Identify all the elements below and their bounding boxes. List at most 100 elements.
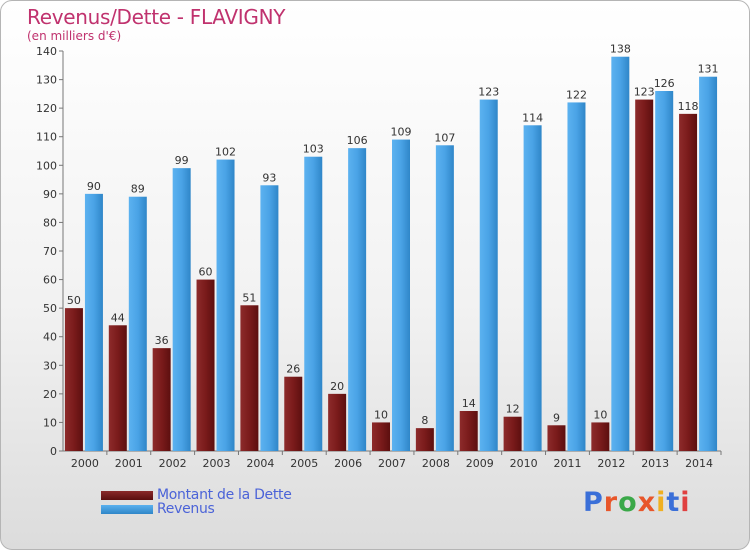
data-label-revenus: 89: [131, 183, 145, 196]
x-tick-label: 2008: [422, 457, 450, 470]
proxiti-logo: Proxiti: [583, 487, 691, 518]
data-label-revenus: 106: [347, 134, 368, 147]
bar-revenus: [84, 193, 103, 451]
bar-revenus: [392, 139, 410, 452]
bar-revenus: [479, 99, 498, 452]
data-label-dette: 36: [155, 334, 169, 347]
bar-dette: [547, 425, 566, 451]
data-label-revenus: 107: [434, 131, 455, 144]
logo-letter: r: [603, 487, 619, 518]
data-label-revenus: 138: [610, 43, 631, 56]
data-label-dette: 10: [593, 408, 607, 421]
bar-revenus: [611, 56, 630, 451]
y-tick-label: 20: [43, 388, 57, 401]
x-tick-label: 2007: [378, 457, 406, 470]
legend-item-revenus: Revenus: [101, 501, 215, 517]
bar-dette: [503, 416, 522, 451]
bar-dette: [240, 305, 259, 451]
data-label-dette: 118: [678, 100, 699, 113]
y-tick-label: 130: [36, 74, 57, 87]
data-label-dette: 8: [421, 414, 428, 427]
x-tick-label: 2002: [159, 457, 187, 470]
data-label-revenus: 131: [698, 63, 719, 76]
x-tick-label: 2010: [510, 457, 538, 470]
bar-revenus: [216, 159, 235, 452]
data-label-dette: 10: [374, 408, 388, 421]
bar-revenus: [348, 148, 367, 451]
data-label-dette: 123: [634, 86, 655, 99]
y-tick-label: 10: [43, 416, 57, 429]
x-tick-label: 2001: [115, 457, 143, 470]
data-label-dette: 12: [506, 403, 520, 416]
x-tick-label: 2013: [641, 457, 669, 470]
logo-letter: x: [637, 487, 657, 518]
bar-revenus: [304, 156, 323, 451]
x-tick-label: 2004: [246, 457, 274, 470]
y-tick-label: 120: [36, 102, 57, 115]
bar-dette: [108, 325, 127, 451]
logo-letter: o: [618, 487, 638, 518]
y-tick-label: 70: [43, 245, 57, 258]
bar-revenus: [435, 145, 454, 452]
bar-revenus: [172, 168, 191, 451]
data-label-revenus: 93: [262, 171, 276, 184]
bar-revenus: [655, 91, 674, 451]
data-label-revenus: 90: [87, 180, 101, 193]
y-tick-label: 110: [36, 131, 57, 144]
data-label-dette: 26: [286, 363, 300, 376]
y-tick-label: 90: [43, 188, 57, 201]
data-label-revenus: 126: [654, 77, 675, 90]
bar-dette: [152, 348, 171, 451]
y-tick-label: 40: [43, 331, 57, 344]
logo-letter: i: [656, 487, 667, 518]
bar-revenus: [567, 102, 586, 451]
bar-dette: [679, 113, 698, 451]
bar-revenus: [128, 196, 147, 451]
bar-dette: [415, 428, 434, 451]
bar-dette: [459, 411, 478, 451]
legend-label-dette: Montant de la Dette: [157, 487, 292, 503]
data-label-revenus: 122: [566, 88, 587, 101]
x-tick-label: 2009: [466, 457, 494, 470]
logo-letter: t: [666, 487, 681, 518]
bar-dette: [635, 99, 654, 452]
data-label-revenus: 114: [522, 111, 543, 124]
y-tick-label: 0: [50, 445, 57, 458]
legend-item-dette: Montant de la Dette: [101, 487, 292, 503]
bar-dette: [196, 279, 215, 451]
x-tick-label: 2000: [71, 457, 99, 470]
chart-subtitle: (en milliers d'€): [27, 29, 122, 43]
x-tick-label: 2006: [334, 457, 362, 470]
data-label-revenus: 99: [175, 154, 189, 167]
data-label-revenus: 123: [478, 86, 499, 99]
y-tick-label: 80: [43, 216, 57, 229]
bar-dette: [328, 393, 347, 451]
y-tick-label: 60: [43, 274, 57, 287]
data-label-dette: 51: [242, 291, 256, 304]
x-tick-label: 2003: [203, 457, 231, 470]
bar-revenus: [699, 76, 718, 451]
x-tick-label: 2012: [597, 457, 625, 470]
data-label-revenus: 102: [215, 146, 236, 159]
legend-label-revenus: Revenus: [157, 501, 215, 517]
bar-dette: [372, 422, 390, 451]
bar-dette: [284, 376, 303, 451]
y-tick-label: 30: [43, 359, 57, 372]
logo-letter: i: [680, 487, 691, 518]
data-label-dette: 9: [553, 411, 560, 424]
bar-dette: [591, 422, 610, 451]
data-label-dette: 20: [330, 380, 344, 393]
y-tick-label: 140: [36, 45, 57, 58]
data-label-dette: 14: [462, 397, 476, 410]
data-label-revenus: 109: [391, 126, 412, 139]
bar-dette: [64, 308, 83, 451]
y-tick-label: 100: [36, 159, 57, 172]
bar-revenus: [260, 185, 279, 452]
x-tick-label: 2011: [553, 457, 581, 470]
legend-swatch-dette: [101, 490, 153, 500]
data-label-dette: 44: [111, 311, 125, 324]
logo-letter: P: [583, 487, 604, 518]
data-label-revenus: 103: [303, 143, 324, 156]
